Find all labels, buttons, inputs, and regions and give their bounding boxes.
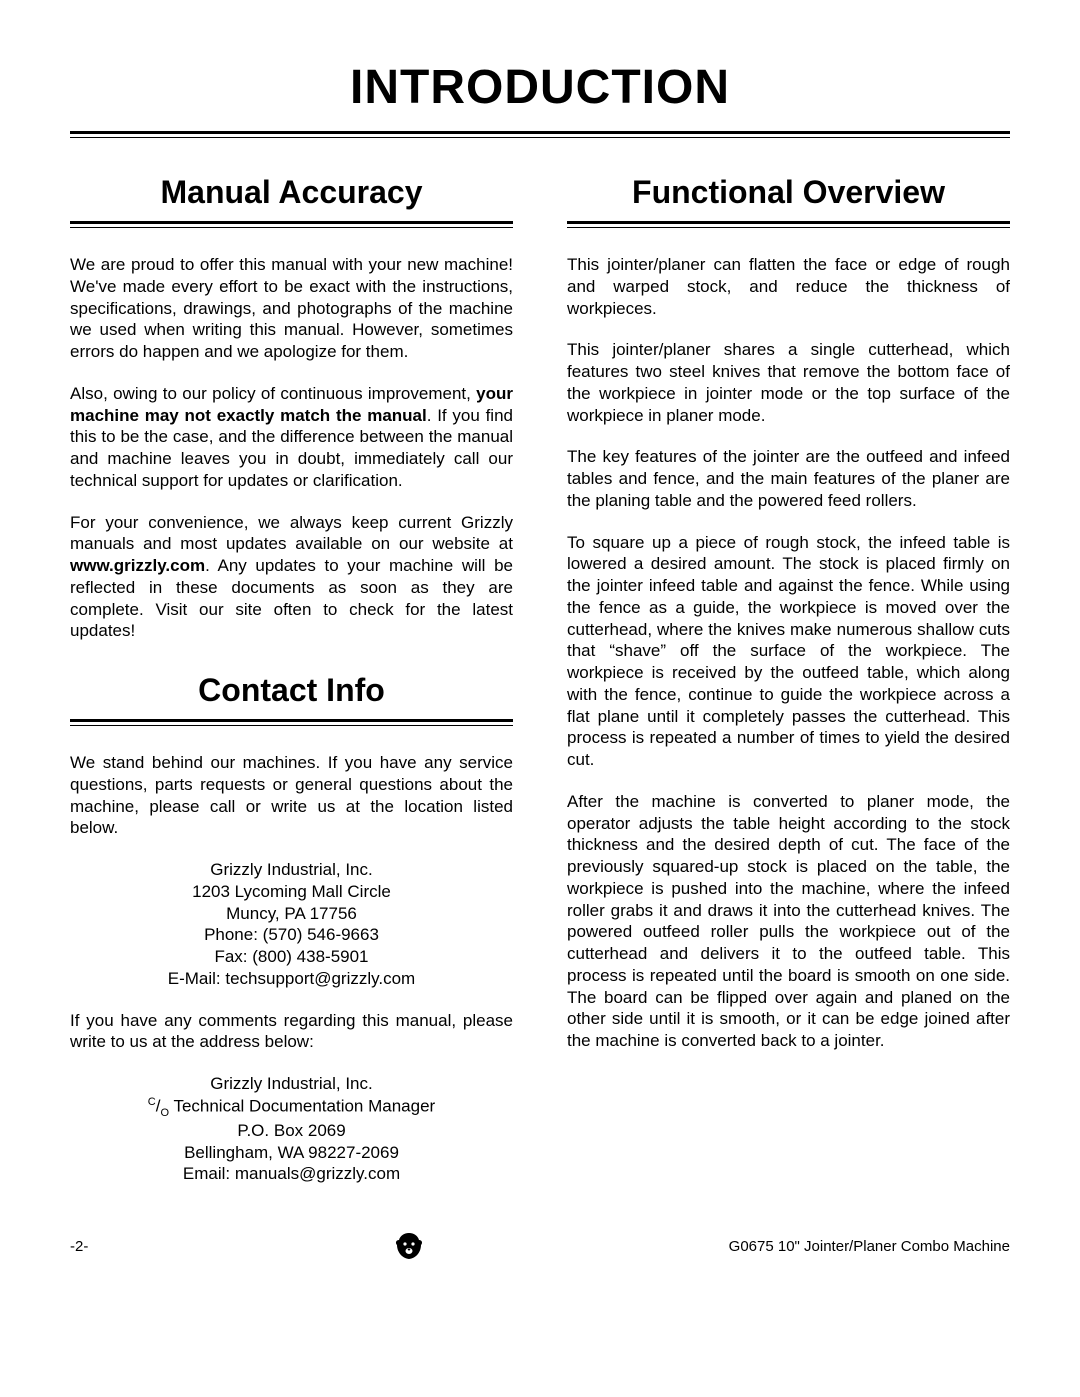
contact-p1: We stand behind our machines. If you hav…	[70, 752, 513, 839]
company-name: Grizzly Industrial, Inc.	[70, 859, 513, 881]
contact-address-block-1: Grizzly Industrial, Inc. 1203 Lycoming M…	[70, 859, 513, 990]
overview-p5: After the machine is converted to planer…	[567, 791, 1010, 1052]
right-column: Functional Overview This jointer/planer …	[567, 174, 1010, 1185]
section-rule	[70, 719, 513, 722]
page-number: -2-	[70, 1238, 88, 1255]
page-title: INTRODUCTION	[70, 60, 1010, 115]
section-rule	[70, 221, 513, 224]
fax: Fax: (800) 438-5901	[70, 946, 513, 968]
title-rule-thin	[70, 137, 1010, 138]
email: Email: manuals@grizzly.com	[70, 1163, 513, 1185]
address-line: Bellingham, WA 98227-2069	[70, 1142, 513, 1164]
contact-address-block-2: Grizzly Industrial, Inc. C/O Technical D…	[70, 1073, 513, 1185]
bear-logo-icon	[394, 1231, 424, 1261]
accuracy-p1: We are proud to offer this manual with y…	[70, 254, 513, 363]
accuracy-p2: Also, owing to our policy of continuous …	[70, 383, 513, 492]
footer-model: G0675 10" Jointer/Planer Combo Machine	[729, 1238, 1010, 1255]
accuracy-p3: For your convenience, we always keep cur…	[70, 512, 513, 643]
address-line: 1203 Lycoming Mall Circle	[70, 881, 513, 903]
phone: Phone: (570) 546-9663	[70, 924, 513, 946]
section-rule	[70, 227, 513, 228]
heading-manual-accuracy: Manual Accuracy	[70, 174, 513, 211]
overview-p2: This jointer/planer shares a single cutt…	[567, 339, 1010, 426]
text: For your convenience, we always keep cur…	[70, 513, 513, 554]
title-rule-thick	[70, 131, 1010, 134]
section-rule	[567, 227, 1010, 228]
address-line: Muncy, PA 17756	[70, 903, 513, 925]
two-column-layout: Manual Accuracy We are proud to offer th…	[70, 174, 1010, 1185]
overview-p3: The key features of the jointer are the …	[567, 446, 1010, 511]
heading-contact-info: Contact Info	[70, 672, 513, 709]
text: Also, owing to our policy of continuous …	[70, 384, 476, 403]
overview-p4: To square up a piece of rough stock, the…	[567, 532, 1010, 771]
section-rule	[70, 725, 513, 726]
heading-functional-overview: Functional Overview	[567, 174, 1010, 211]
po-box: P.O. Box 2069	[70, 1120, 513, 1142]
company-name: Grizzly Industrial, Inc.	[70, 1073, 513, 1095]
co-rest: Technical Documentation Manager	[169, 1096, 435, 1115]
co-sub: O	[160, 1107, 169, 1119]
contact-p2: If you have any comments regarding this …	[70, 1010, 513, 1054]
section-rule	[567, 221, 1010, 224]
left-column: Manual Accuracy We are proud to offer th…	[70, 174, 513, 1185]
page-footer: -2- G0675 10" Jointer/Planer Combo Machi…	[70, 1231, 1010, 1261]
care-of-line: C/O Technical Documentation Manager	[70, 1095, 513, 1120]
co-sup: C	[148, 1096, 156, 1108]
overview-p1: This jointer/planer can flatten the face…	[567, 254, 1010, 319]
email: E-Mail: techsupport@grizzly.com	[70, 968, 513, 990]
website-url: www.grizzly.com	[70, 556, 205, 575]
